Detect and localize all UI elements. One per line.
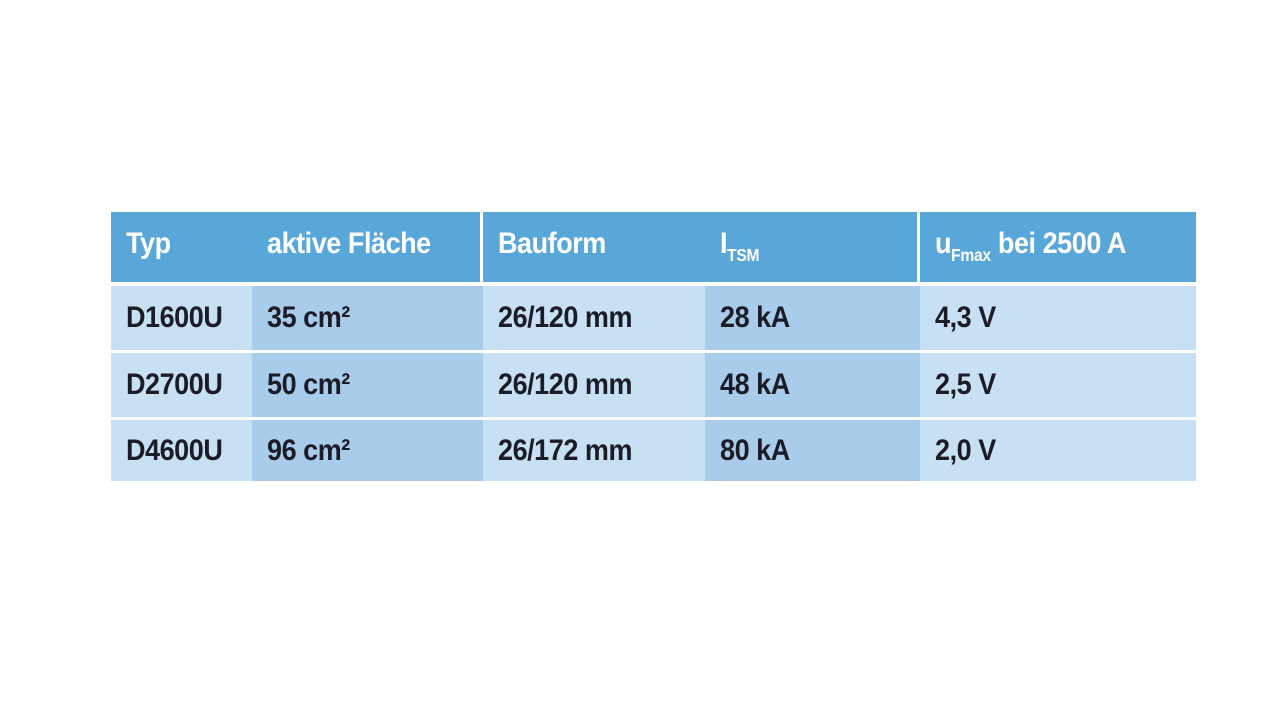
column-header-label: Typ <box>126 227 171 261</box>
cell-typ: D4600U <box>111 420 252 481</box>
cell-typ: D1600U <box>111 286 252 350</box>
cell-aktive-flaeche: 35 cm² <box>252 286 483 350</box>
column-header-label: u <box>935 227 952 261</box>
column-header-label: aktive Fläche <box>267 227 431 261</box>
cell-bauform: 26/120 mm <box>483 286 705 350</box>
cell-aktive-flaeche: 50 cm² <box>252 353 483 417</box>
table-row-d4600u: D4600U 96 cm² 26/172 mm 80 kA 2,0 V <box>111 420 1196 481</box>
column-header-label: I <box>720 227 728 261</box>
table-header-row: Typ aktive Fläche Bauform ITSM uFmax bei… <box>111 212 1196 282</box>
column-header-itsm: ITSM <box>705 212 920 282</box>
column-header-label: Bauform <box>498 227 606 261</box>
cell-bauform: 26/172 mm <box>483 420 705 481</box>
column-header-bauform: Bauform <box>483 212 705 282</box>
column-header-aktive-flaeche: aktive Fläche <box>252 212 483 282</box>
column-header-suffix: bei 2500 A <box>990 227 1127 261</box>
thyristor-spec-table: Typ aktive Fläche Bauform ITSM uFmax bei… <box>111 212 1196 481</box>
column-header-ufmax: uFmax bei 2500 A <box>920 212 1196 282</box>
cell-aktive-flaeche: 96 cm² <box>252 420 483 481</box>
cell-itsm: 28 kA <box>705 286 920 350</box>
cell-ufmax: 2,5 V <box>920 353 1196 417</box>
column-header-typ: Typ <box>111 212 252 282</box>
cell-itsm: 80 kA <box>705 420 920 481</box>
cell-bauform: 26/120 mm <box>483 353 705 417</box>
cell-ufmax: 2,0 V <box>920 420 1196 481</box>
table-row-d2700u: D2700U 50 cm² 26/120 mm 48 kA 2,5 V <box>111 353 1196 417</box>
column-header-subscript: Fmax <box>951 245 991 266</box>
cell-typ: D2700U <box>111 353 252 417</box>
cell-itsm: 48 kA <box>705 353 920 417</box>
table-row-d1600u: D1600U 35 cm² 26/120 mm 28 kA 4,3 V <box>111 286 1196 350</box>
column-header-subscript: TSM <box>727 245 760 266</box>
cell-ufmax: 4,3 V <box>920 286 1196 350</box>
